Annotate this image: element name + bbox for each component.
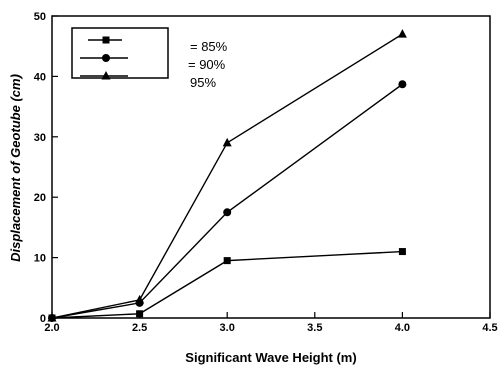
series-layer [47,29,407,322]
legend-label: = 90% [188,57,226,72]
series-1 [48,248,406,322]
plot-frame [51,15,491,319]
data-point [47,313,57,322]
y-tick-label: 20 [34,192,46,204]
axis-ticks: 2.0 2.5 3.0 3.5 4.0 4.5 0 10 20 30 40 50 [34,11,498,334]
legend-label: 95% [190,75,216,90]
legend-item-1: = 85% [88,36,228,54]
series-2 [48,80,407,322]
series-3 [47,29,407,322]
y-tick-label: 50 [34,11,46,23]
data-point [398,248,406,256]
series-line [51,83,403,319]
legend-item-3: 95% [80,71,216,90]
y-tick-label: 0 [40,313,46,325]
y-tick-label: 10 [34,253,46,265]
data-point [223,257,231,265]
series-line [51,250,403,319]
data-point [223,208,232,217]
legend-label: = 85% [190,39,228,54]
y-axis-label: Displacement of Geotube (cm) [8,74,23,262]
legend-marker [102,36,110,44]
data-point [136,310,144,318]
x-axis-label: Significant Wave Height (m) [185,350,356,365]
x-tick-label: 4.5 [482,322,497,334]
x-tick-label: 3.0 [220,322,235,334]
legend-marker [102,54,110,62]
legend-item-2: = 90% [80,54,226,72]
legend-items: = 85% = 90% 95% [80,36,228,90]
data-point [397,29,407,38]
legend-marker [101,71,111,80]
y-tick-label: 30 [34,132,46,144]
legend: = 85% = 90% 95% [71,27,228,90]
data-point [222,137,232,147]
x-tick-label: 2.5 [132,322,147,334]
y-tick-label: 40 [34,71,46,83]
x-tick-label: 3.5 [307,322,322,334]
series-line [51,33,403,319]
x-tick-label: 4.0 [395,322,410,334]
legend-box [71,27,169,79]
data-point [135,294,145,304]
x-tick-label: 2.0 [44,322,59,334]
data-point [398,80,407,89]
